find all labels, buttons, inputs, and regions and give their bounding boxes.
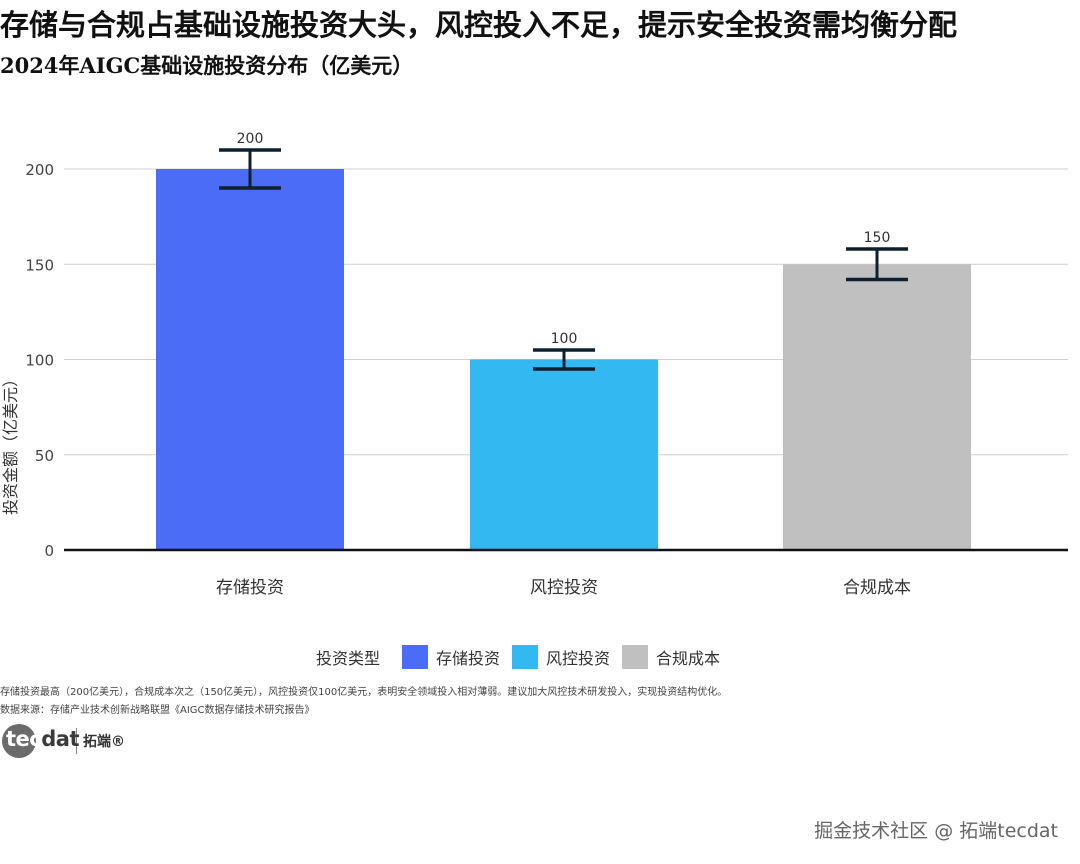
legend-item-risk: 风控投资 <box>512 645 610 669</box>
watermark: 掘金技术社区 @ 拓端tecdat <box>814 820 1058 842</box>
legend-swatch-compliance <box>622 645 649 669</box>
legend-label-storage: 存储投资 <box>436 649 501 668</box>
logo-divider <box>76 728 77 754</box>
y-tick-label-4: 200 <box>25 161 54 179</box>
bar-chart: 0 50 100 150 200 投资金额（亿美元） 200 存储投资 100 风控投资 150 合规… <box>1 131 1068 598</box>
tecdat-logo: tecdat 拓端® <box>2 724 125 758</box>
legend-title: 投资类型 <box>316 649 381 668</box>
footnote: 存储投资最高（200亿美元），合规成本次之（150亿美元），风控投资仅100亿美… <box>0 687 728 698</box>
data-source: 数据来源：存储产业技术创新战略联盟《AIGC数据存储技术研究报告》 <box>0 705 315 716</box>
legend-label-risk: 风控投资 <box>546 649 611 668</box>
y-axis-label: 投资金额（亿美元） <box>1 371 20 515</box>
logo-circle <box>2 724 36 758</box>
bar-2 <box>783 264 971 550</box>
bar-1 <box>470 359 658 550</box>
y-tick-label-1: 50 <box>35 447 54 465</box>
y-tick-label-3: 150 <box>25 256 54 274</box>
chart-title: 存储与合规占基础设施投资大头，风控投入不足，提示安全投资需均衡分配 <box>0 8 958 42</box>
legend-swatch-storage <box>402 645 429 669</box>
data-label-2: 150 <box>864 230 891 246</box>
x-tick-label-1: 风控投资 <box>530 578 598 598</box>
x-tick-label-2: 合规成本 <box>843 578 911 598</box>
logo-badge: tecdat <box>2 724 79 758</box>
x-tick-label-0: 存储投资 <box>216 578 284 598</box>
y-tick-label-0: 0 <box>44 542 54 560</box>
legend-label-compliance: 合规成本 <box>656 649 721 668</box>
logo-chinese: 拓端® <box>83 734 125 750</box>
chart-subtitle: 2024年AIGC基础设施投资分布（亿美元） <box>0 53 414 78</box>
bar-0 <box>156 169 344 550</box>
y-tick-label-2: 100 <box>25 352 54 370</box>
legend: 投资类型 存储投资 风控投资 合规成本 <box>316 645 732 669</box>
data-label-0: 200 <box>237 131 264 147</box>
legend-item-storage: 存储投资 <box>402 645 500 669</box>
logo-text-dat: dat <box>41 727 79 751</box>
logo-text-tec: tec <box>6 727 42 751</box>
legend-swatch-risk <box>512 645 539 669</box>
data-label-1: 100 <box>551 331 578 347</box>
legend-item-compliance: 合规成本 <box>622 645 720 669</box>
